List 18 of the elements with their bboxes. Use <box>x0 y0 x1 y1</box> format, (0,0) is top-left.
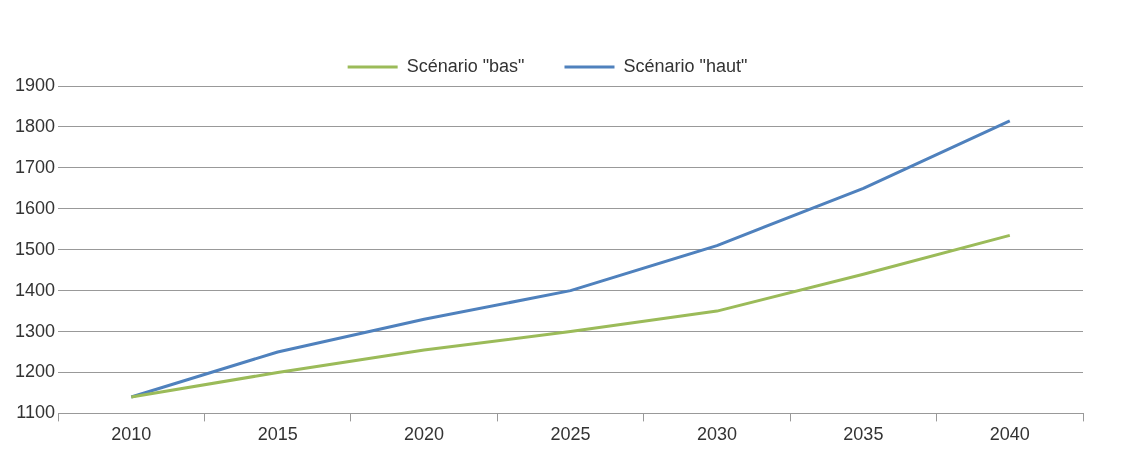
y-tick-label: 1400 <box>15 279 56 300</box>
y-tick-label: 1300 <box>15 320 56 341</box>
y-tick-label: 1900 <box>15 74 56 95</box>
y-tick-label: 1200 <box>15 361 56 382</box>
y-tick-label: 1500 <box>15 238 56 259</box>
legend-label: Scénario "haut" <box>623 55 748 76</box>
x-tick-label: 2010 <box>111 424 152 445</box>
x-tick-label: 2015 <box>257 424 298 445</box>
x-tick-label: 2035 <box>843 424 884 445</box>
y-tick-label: 1700 <box>15 156 56 177</box>
y-tick-label: 1800 <box>15 115 56 136</box>
legend-label: Scénario "bas" <box>406 55 525 76</box>
x-tick-label: 2025 <box>550 424 591 445</box>
y-tick-label: 1600 <box>15 197 56 218</box>
x-tick-label: 2020 <box>404 424 445 445</box>
x-tick-label: 2030 <box>696 424 737 445</box>
y-tick-label: 1100 <box>16 402 56 423</box>
x-tick-label: 2040 <box>989 424 1030 445</box>
